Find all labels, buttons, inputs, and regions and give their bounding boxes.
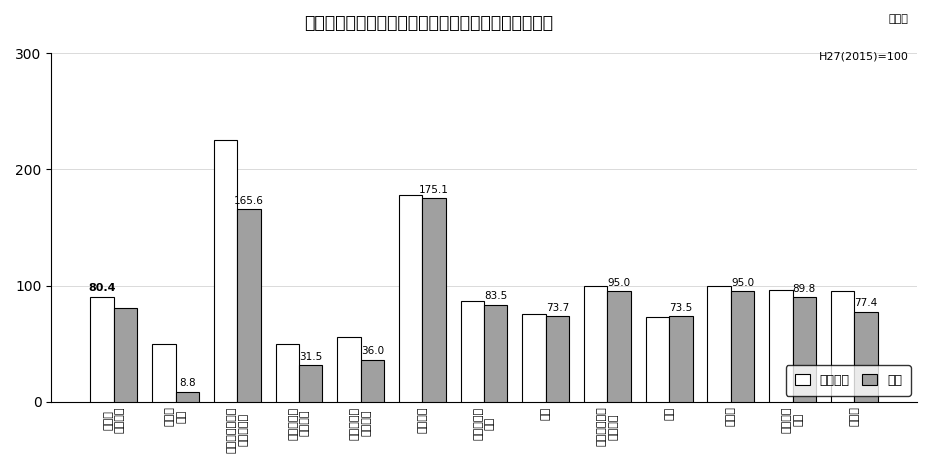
Text: 83.5: 83.5 bbox=[484, 291, 507, 301]
Text: 77.4: 77.4 bbox=[855, 299, 878, 308]
Text: 175.1: 175.1 bbox=[419, 185, 449, 195]
Bar bbox=[213, 140, 238, 402]
Text: 原指数: 原指数 bbox=[889, 14, 909, 24]
Bar bbox=[669, 316, 692, 402]
Bar bbox=[731, 292, 754, 402]
Text: 80.4: 80.4 bbox=[89, 283, 116, 293]
Bar bbox=[769, 290, 792, 402]
Text: 8.8: 8.8 bbox=[179, 378, 196, 388]
Bar bbox=[484, 305, 508, 402]
Bar bbox=[299, 365, 322, 402]
Bar bbox=[546, 316, 569, 402]
Text: H27(2015)=100: H27(2015)=100 bbox=[819, 51, 909, 61]
Bar bbox=[90, 297, 114, 402]
Bar bbox=[608, 292, 631, 402]
Text: 165.6: 165.6 bbox=[234, 196, 264, 206]
Bar bbox=[152, 344, 175, 402]
Text: 73.7: 73.7 bbox=[546, 303, 569, 313]
Bar bbox=[646, 317, 669, 402]
Text: 73.5: 73.5 bbox=[669, 303, 692, 313]
Bar bbox=[238, 209, 261, 402]
Text: 36.0: 36.0 bbox=[361, 346, 384, 357]
Text: 95.0: 95.0 bbox=[731, 278, 754, 288]
Bar bbox=[830, 292, 855, 402]
Text: 業種別の生産指数（原指数）の当月と前年同月の比較: 業種別の生産指数（原指数）の当月と前年同月の比較 bbox=[304, 14, 554, 32]
Bar bbox=[361, 360, 384, 402]
Text: 31.5: 31.5 bbox=[299, 351, 322, 362]
Text: 95.0: 95.0 bbox=[608, 278, 631, 288]
Bar bbox=[522, 314, 546, 402]
Legend: 前年同月, 当月: 前年同月, 当月 bbox=[786, 365, 911, 395]
Bar bbox=[707, 285, 731, 402]
Bar bbox=[337, 336, 361, 402]
Bar bbox=[792, 298, 816, 402]
Bar bbox=[460, 301, 484, 402]
Bar bbox=[399, 195, 422, 402]
Bar bbox=[584, 285, 608, 402]
Bar bbox=[276, 344, 299, 402]
Text: 89.8: 89.8 bbox=[792, 284, 816, 294]
Bar bbox=[855, 312, 878, 402]
Bar bbox=[175, 392, 199, 402]
Bar bbox=[114, 308, 137, 402]
Bar bbox=[422, 198, 445, 402]
